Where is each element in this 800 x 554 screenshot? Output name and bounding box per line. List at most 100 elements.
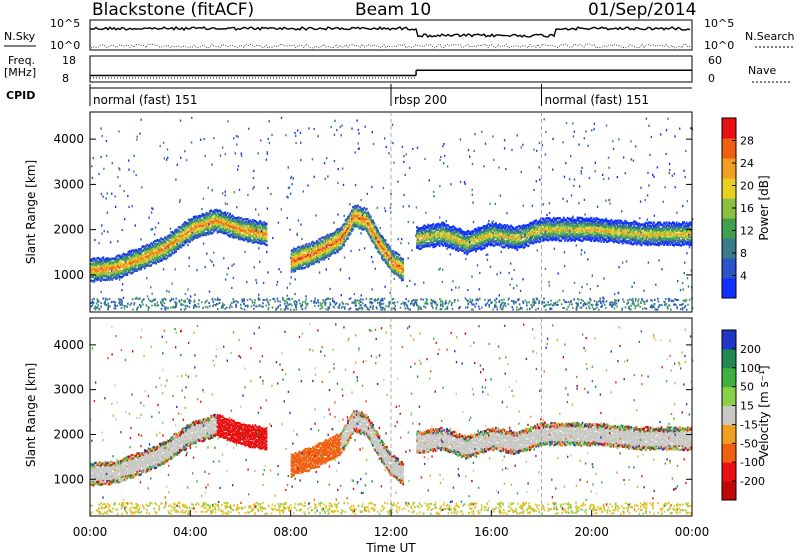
data-cell <box>462 232 465 236</box>
data-cell <box>481 231 484 234</box>
data-cell <box>391 264 393 267</box>
data-cell <box>339 238 342 241</box>
data-cell <box>136 249 139 253</box>
data-cell <box>133 251 136 254</box>
data-cell <box>398 270 401 273</box>
data-cell <box>313 242 315 245</box>
data-cell <box>350 220 353 224</box>
data-cell <box>422 240 425 244</box>
data-cell <box>478 232 481 235</box>
data-cell <box>461 242 463 245</box>
data-cell <box>352 223 354 226</box>
data-cell <box>364 220 367 223</box>
data-cell <box>436 228 438 231</box>
data-cell <box>216 212 219 215</box>
data-cell <box>347 230 349 233</box>
data-cell <box>244 235 247 239</box>
data-cell <box>339 241 342 244</box>
data-cell <box>373 222 376 225</box>
data-cell <box>90 258 92 262</box>
data-cell <box>132 265 135 268</box>
data-cell <box>315 242 318 245</box>
data-cell <box>475 250 477 253</box>
data-cell <box>434 234 437 237</box>
data-cell <box>130 268 132 271</box>
data-cell <box>300 265 303 268</box>
data-cell <box>100 273 102 276</box>
data-cell <box>653 221 655 224</box>
data-cell <box>97 256 100 260</box>
data-cell <box>305 256 308 259</box>
data-cell <box>338 247 341 250</box>
data-cell <box>229 216 231 220</box>
data-cell <box>337 240 339 244</box>
data-cell <box>421 240 423 243</box>
data-cell <box>235 220 238 223</box>
data-cell <box>342 237 344 240</box>
data-cell <box>295 267 298 270</box>
data-cell <box>329 233 332 236</box>
data-cell <box>195 236 198 239</box>
data-cell <box>477 243 480 247</box>
data-cell <box>126 267 129 271</box>
data-cell <box>458 240 461 243</box>
data-cell <box>167 236 170 239</box>
data-cell <box>429 238 432 241</box>
data-cell <box>348 221 351 224</box>
data-cell <box>151 257 154 261</box>
data-cell <box>337 228 339 231</box>
data-cell <box>317 242 319 245</box>
data-cell <box>185 238 188 242</box>
data-cell <box>182 244 185 247</box>
data-cell <box>264 230 267 233</box>
data-cell <box>332 250 334 253</box>
data-cell <box>424 225 427 228</box>
data-cell <box>319 248 322 251</box>
data-cell <box>421 231 423 234</box>
data-cell <box>261 236 264 239</box>
data-cell <box>446 242 448 246</box>
data-cell <box>362 219 364 222</box>
data-cell <box>473 233 476 237</box>
data-cell <box>345 237 348 240</box>
data-cell <box>222 218 225 221</box>
data-cell <box>244 233 247 236</box>
data-cell <box>308 252 310 255</box>
data-cell <box>228 234 230 237</box>
data-cell <box>388 252 391 255</box>
data-cell <box>487 222 490 226</box>
data-cell <box>451 243 453 246</box>
data-cell <box>255 220 258 224</box>
data-cell <box>396 264 398 268</box>
data-cell <box>317 256 319 260</box>
data-cell <box>314 242 317 245</box>
data-cell <box>338 241 341 245</box>
data-cell <box>115 274 117 277</box>
data-cell <box>140 252 142 255</box>
data-cell <box>455 241 457 245</box>
data-cell <box>423 234 426 237</box>
data-cell <box>330 252 333 256</box>
data-cell <box>402 269 405 272</box>
data-cell <box>488 230 491 233</box>
data-cell <box>426 225 428 229</box>
data-cell <box>386 258 388 261</box>
data-cell <box>304 262 307 266</box>
data-cell <box>192 232 195 235</box>
data-cell <box>142 245 145 248</box>
data-cell <box>490 236 492 239</box>
data-cell <box>397 270 400 274</box>
data-cell <box>493 244 496 247</box>
data-cell <box>103 258 106 262</box>
data-cell <box>217 225 220 228</box>
data-cell <box>452 231 455 234</box>
data-cell <box>319 242 322 246</box>
data-cell <box>135 269 137 272</box>
data-cell <box>496 226 499 229</box>
data-cell <box>461 244 463 247</box>
data-cell <box>180 235 183 238</box>
data-cell <box>127 258 130 261</box>
data-cell <box>238 216 240 219</box>
data-cell <box>372 234 374 238</box>
data-cell <box>419 231 422 235</box>
